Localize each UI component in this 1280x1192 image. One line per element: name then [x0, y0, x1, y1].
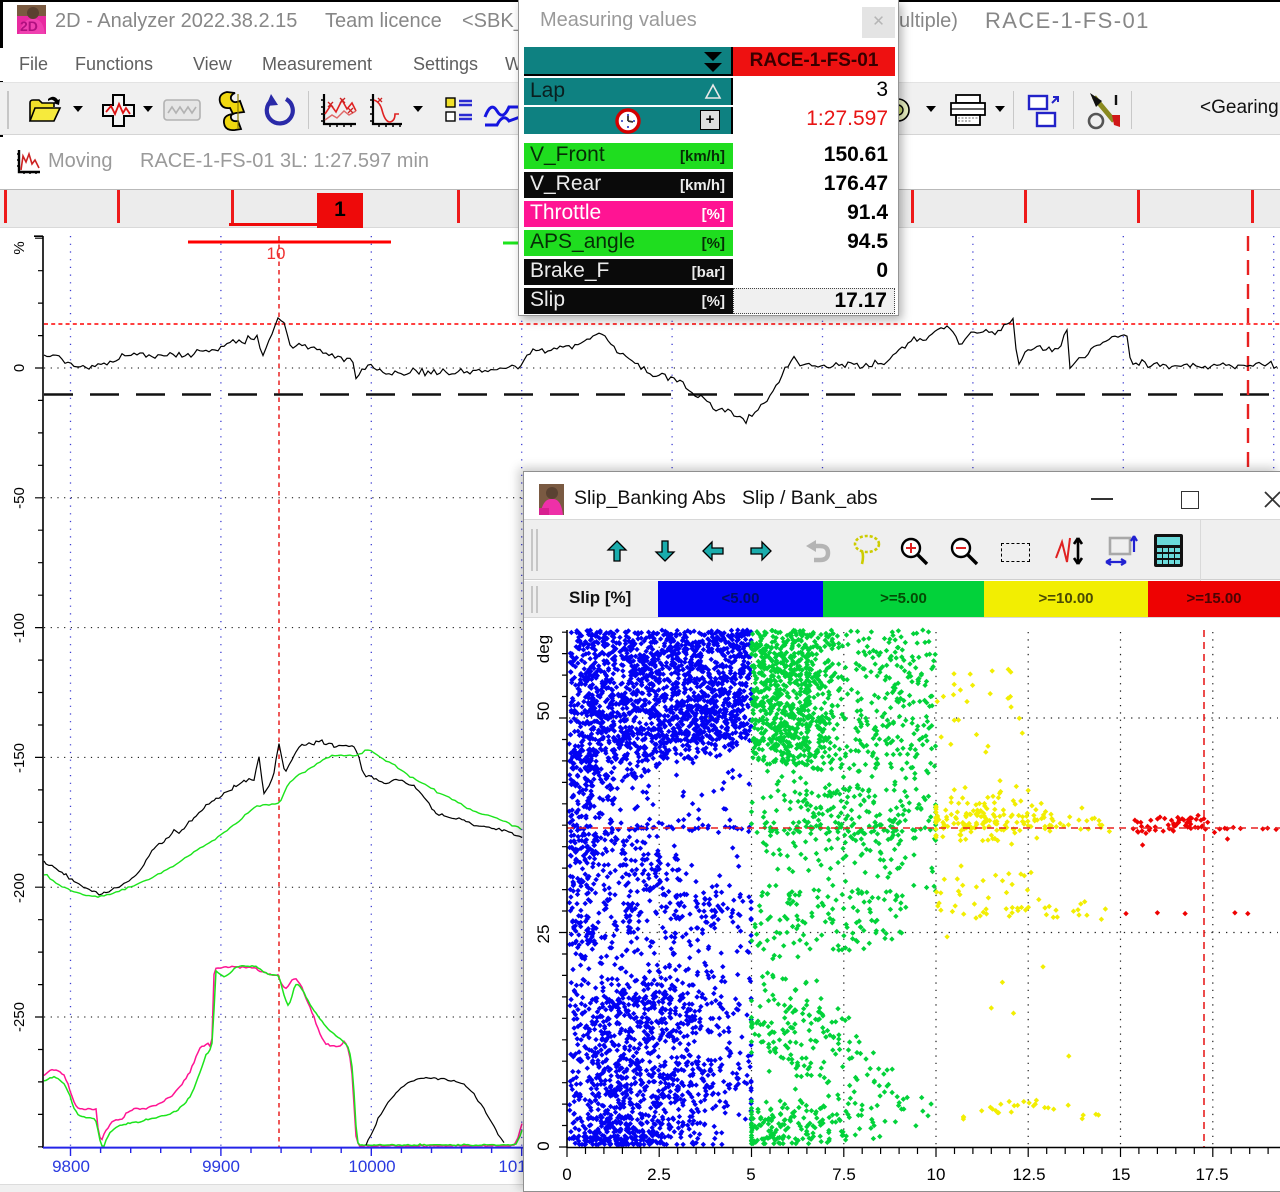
svg-text:-250: -250	[11, 1002, 28, 1032]
svg-text:10: 10	[927, 1165, 946, 1184]
svg-text:0: 0	[562, 1165, 571, 1184]
svg-text:-150: -150	[11, 743, 28, 773]
svg-text:5: 5	[746, 1165, 755, 1184]
svg-text:deg: deg	[534, 635, 553, 663]
svg-text:10: 10	[267, 244, 286, 263]
svg-text:12.5: 12.5	[1012, 1165, 1045, 1184]
svg-text:0: 0	[534, 1141, 553, 1150]
svg-text:9800: 9800	[52, 1157, 90, 1176]
svg-text:2D: 2D	[20, 18, 38, 34]
svg-text:-200: -200	[11, 873, 28, 903]
svg-text:2.5: 2.5	[647, 1165, 671, 1184]
svg-text:9900: 9900	[202, 1157, 240, 1176]
svg-text:25: 25	[534, 925, 553, 944]
svg-text:15: 15	[1112, 1165, 1131, 1184]
svg-text:0: 0	[11, 364, 28, 372]
svg-text:7.5: 7.5	[832, 1165, 856, 1184]
svg-text:10000: 10000	[348, 1157, 395, 1176]
svg-text:17.5: 17.5	[1195, 1165, 1228, 1184]
svg-text:50: 50	[534, 702, 553, 721]
svg-text:-50: -50	[11, 487, 28, 509]
svg-text:%: %	[11, 241, 28, 254]
svg-text:-100: -100	[11, 613, 28, 643]
